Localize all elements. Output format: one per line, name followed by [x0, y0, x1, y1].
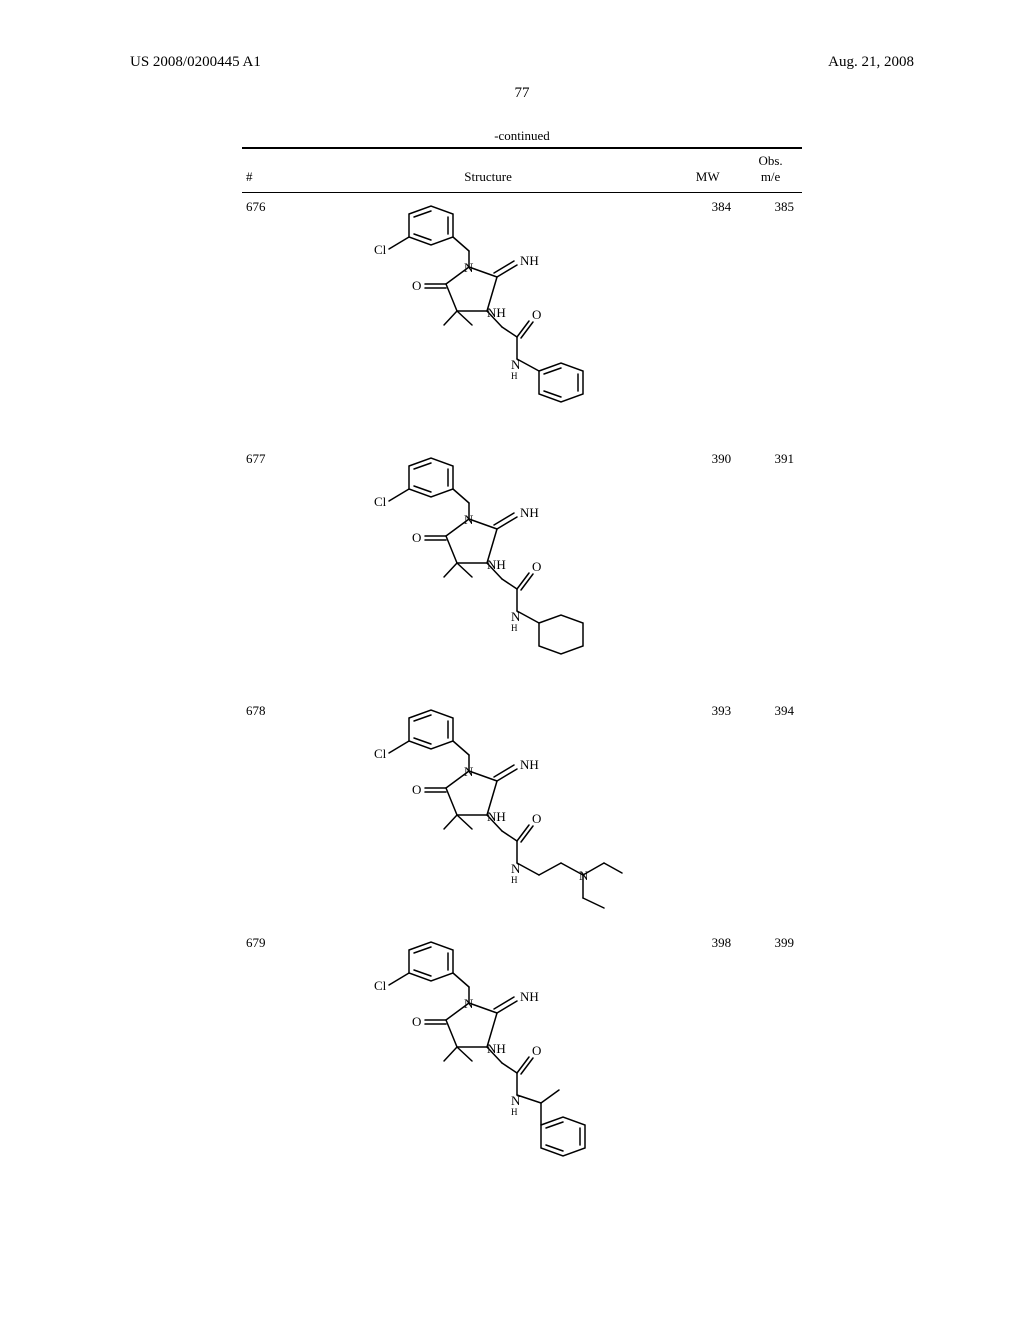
svg-text:O: O	[532, 811, 541, 826]
svg-text:Cl: Cl	[374, 746, 387, 761]
compound-id: 677	[242, 445, 300, 697]
svg-text:H: H	[511, 623, 518, 633]
col-mw: MW	[676, 149, 739, 191]
mw-value: 384	[676, 193, 739, 445]
svg-text:H: H	[511, 371, 518, 381]
compound-id: 679	[242, 929, 300, 1181]
continued-label: -continued	[242, 128, 802, 144]
compound-id: 678	[242, 697, 300, 929]
svg-text:NH: NH	[487, 809, 506, 824]
page-number: 77	[130, 85, 914, 102]
mw-value: 390	[676, 445, 739, 697]
svg-text:Cl: Cl	[374, 978, 387, 993]
svg-text:N: N	[511, 609, 521, 624]
svg-text:NH: NH	[520, 253, 539, 268]
table-row: 678	[242, 697, 802, 929]
mw-value: 393	[676, 697, 739, 929]
me-value: 394	[739, 697, 802, 929]
svg-text:O: O	[532, 1043, 541, 1058]
svg-text:N: N	[464, 764, 474, 779]
svg-text:Cl: Cl	[374, 242, 387, 257]
table-row: 679	[242, 929, 802, 1181]
structure-678: Cl N NH NH O O N H N	[304, 703, 672, 923]
svg-text:O: O	[532, 559, 541, 574]
svg-text:O: O	[412, 1014, 421, 1029]
mw-value: 398	[676, 929, 739, 1181]
structure-679: Cl N NH NH O O N H	[304, 935, 672, 1175]
svg-text:NH: NH	[520, 505, 539, 520]
svg-text:NH: NH	[487, 305, 506, 320]
svg-text:Cl: Cl	[374, 494, 387, 509]
svg-text:NH: NH	[487, 557, 506, 572]
compound-id: 676	[242, 193, 300, 445]
col-me: Obs. m/e	[739, 149, 802, 191]
patent-number: US 2008/0200445 A1	[130, 54, 261, 71]
svg-text:N: N	[464, 996, 474, 1011]
table-row: 676	[242, 193, 802, 445]
svg-text:NH: NH	[487, 1041, 506, 1056]
svg-text:NH: NH	[520, 757, 539, 772]
structure-676: Cl N NH NH O O N H	[304, 199, 672, 439]
svg-text:H: H	[511, 1107, 518, 1117]
svg-text:N: N	[511, 1093, 521, 1108]
me-value: 399	[739, 929, 802, 1181]
svg-text:O: O	[412, 782, 421, 797]
me-value: 385	[739, 193, 802, 445]
svg-text:N: N	[464, 260, 474, 275]
svg-text:H: H	[511, 875, 518, 885]
col-num: #	[242, 149, 300, 191]
structure-677: Cl N NH NH O O N H	[304, 451, 672, 691]
me-value: 391	[739, 445, 802, 697]
svg-text:NH: NH	[520, 989, 539, 1004]
table-row: 677	[242, 445, 802, 697]
svg-text:O: O	[412, 530, 421, 545]
publication-date: Aug. 21, 2008	[828, 54, 914, 71]
svg-text:N: N	[579, 868, 589, 883]
svg-text:N: N	[511, 357, 521, 372]
svg-text:O: O	[412, 278, 421, 293]
svg-text:N: N	[511, 861, 521, 876]
svg-text:O: O	[532, 307, 541, 322]
compound-table: -continued # Structure MW Obs. m/e 67	[242, 128, 802, 1181]
svg-text:N: N	[464, 512, 474, 527]
col-structure: Structure	[300, 149, 676, 191]
